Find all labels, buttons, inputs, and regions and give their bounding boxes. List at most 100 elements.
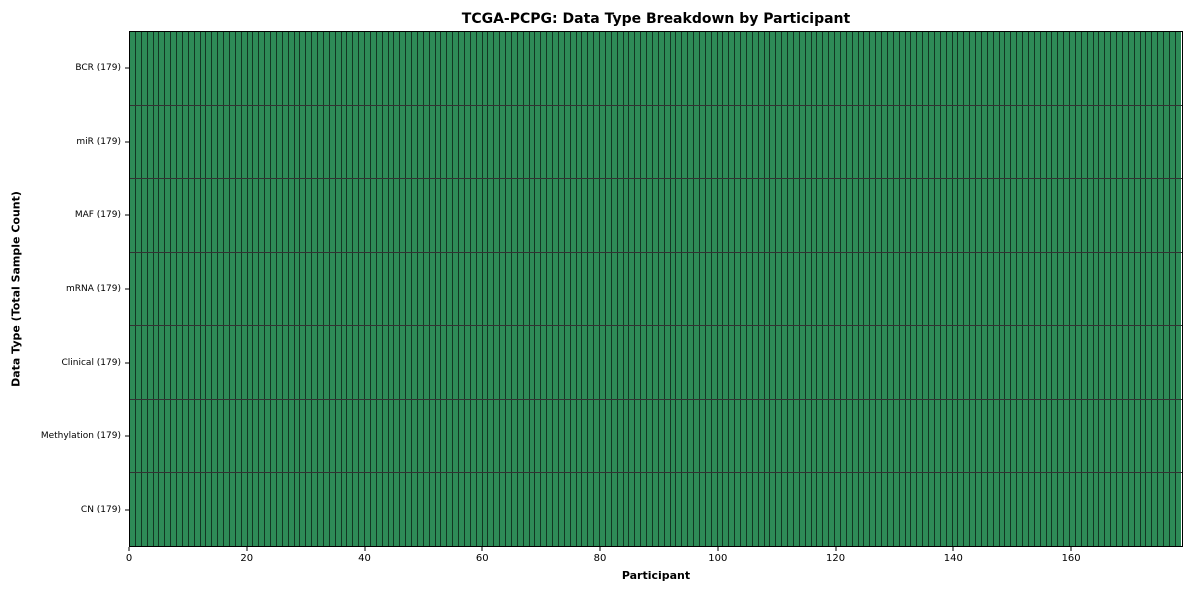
heatmap-cell <box>805 179 812 252</box>
heatmap-cell <box>788 473 794 547</box>
heatmap-cell <box>241 399 248 473</box>
heatmap-cell <box>553 32 559 105</box>
heatmap-cell <box>1158 399 1164 473</box>
heatmap-cell <box>406 179 412 252</box>
heatmap-cell <box>958 105 965 179</box>
heatmap-cell <box>1140 399 1147 473</box>
heatmap-cell <box>447 326 454 399</box>
heatmap-cell <box>500 179 506 252</box>
heatmap-cell <box>917 399 924 473</box>
heatmap-cell <box>341 32 348 105</box>
heatmap-cell <box>523 32 530 105</box>
heatmap-cell <box>570 105 577 179</box>
heatmap-cell <box>993 473 1000 547</box>
heatmap-cell <box>1023 179 1029 252</box>
heatmap-cell <box>1040 179 1047 252</box>
heatmap-cell <box>582 179 589 252</box>
heatmap-cell <box>476 399 483 473</box>
heatmap-cell <box>282 399 289 473</box>
heatmap-cell <box>323 473 330 547</box>
heatmap-cell <box>635 399 642 473</box>
heatmap-cell <box>1034 179 1041 252</box>
heatmap-cell <box>1175 473 1181 547</box>
heatmap-cell <box>488 252 495 326</box>
heatmap-cell <box>182 326 189 399</box>
heatmap-cell <box>582 326 589 399</box>
heatmap-cell <box>905 252 912 326</box>
heatmap-cell <box>412 32 418 105</box>
heatmap-cell <box>429 179 436 252</box>
heatmap-cell <box>323 32 330 105</box>
heatmap-cell <box>206 105 213 179</box>
heatmap-cell <box>553 473 559 547</box>
heatmap-cell <box>1140 32 1147 105</box>
heatmap-cell <box>711 252 718 326</box>
heatmap-row-mrna <box>130 252 1182 327</box>
heatmap-cell <box>182 399 189 473</box>
heatmap-cell <box>506 32 512 105</box>
heatmap-cell <box>793 252 800 326</box>
heatmap-cell <box>893 252 900 326</box>
heatmap-cell <box>1005 399 1012 473</box>
heatmap-cell <box>658 179 665 252</box>
heatmap-cell <box>212 252 219 326</box>
heatmap-cell <box>999 32 1006 105</box>
heatmap-cell <box>353 32 360 105</box>
heatmap-cell <box>265 32 271 105</box>
heatmap-cell <box>746 179 753 252</box>
heatmap-cell <box>617 326 624 399</box>
heatmap-cell <box>600 252 606 326</box>
heatmap-cell <box>253 252 260 326</box>
heatmap-cell <box>893 179 900 252</box>
heatmap-row-maf <box>130 179 1182 253</box>
heatmap-cell <box>641 105 647 179</box>
y-tick-label: Methylation (179) <box>40 431 121 442</box>
heatmap-cell <box>1152 179 1159 252</box>
heatmap-cell <box>1052 399 1059 473</box>
heatmap-cell <box>576 252 583 326</box>
heatmap-cell <box>165 473 172 547</box>
heatmap-cell <box>347 399 354 473</box>
heatmap-cell <box>335 326 342 399</box>
heatmap-cell <box>934 179 941 252</box>
heatmap-cell <box>229 105 236 179</box>
heatmap-cell <box>247 179 254 252</box>
heatmap-cell <box>1081 326 1088 399</box>
heatmap-cell <box>1064 179 1070 252</box>
heatmap-cell <box>171 105 177 179</box>
heatmap-cell <box>652 473 659 547</box>
heatmap-cell <box>1158 105 1164 179</box>
heatmap-cell <box>535 473 542 547</box>
heatmap-cell <box>535 399 542 473</box>
heatmap-cell <box>876 399 882 473</box>
x-tick-mark <box>599 547 601 551</box>
heatmap-cell <box>617 32 624 105</box>
heatmap-cell <box>694 252 700 326</box>
heatmap-cell <box>1034 32 1041 105</box>
heatmap-cell <box>952 32 959 105</box>
heatmap-cell <box>799 179 806 252</box>
heatmap-cell <box>1122 326 1129 399</box>
heatmap-cell <box>911 179 918 252</box>
heatmap-cell <box>488 179 495 252</box>
heatmap-cell <box>776 473 783 547</box>
heatmap-cell <box>1122 32 1129 105</box>
heatmap-cell <box>770 32 777 105</box>
heatmap-cell <box>276 179 283 252</box>
heatmap-cell <box>300 326 307 399</box>
heatmap-cell <box>864 179 871 252</box>
heatmap-cell <box>981 32 988 105</box>
heatmap-cell <box>1146 179 1153 252</box>
heatmap-cell <box>323 252 330 326</box>
heatmap-cell <box>664 105 671 179</box>
heatmap-cell <box>582 399 589 473</box>
heatmap-cell <box>1081 399 1088 473</box>
heatmap-cell <box>388 252 395 326</box>
heatmap-cell <box>964 105 971 179</box>
x-tick-label: 100 <box>708 553 728 564</box>
heatmap-cell <box>200 399 207 473</box>
heatmap-cell <box>723 105 730 179</box>
heatmap-cell <box>441 326 448 399</box>
heatmap-cell <box>929 399 935 473</box>
heatmap-cell <box>923 105 929 179</box>
